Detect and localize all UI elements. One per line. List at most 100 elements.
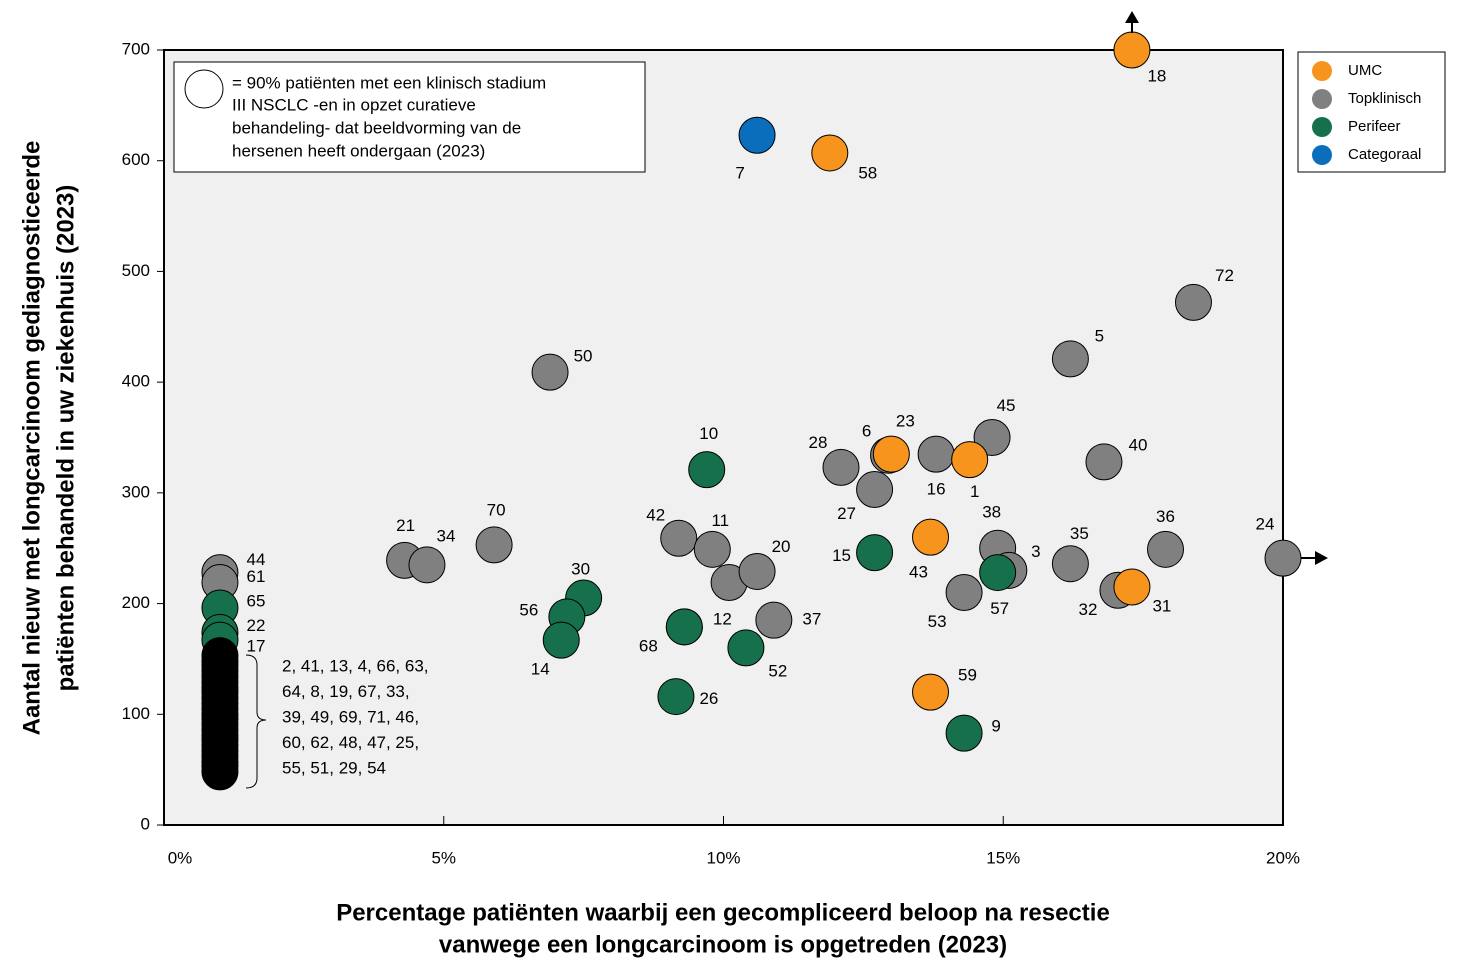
x-tick-label: 0% xyxy=(168,848,193,867)
point xyxy=(822,448,860,486)
point-label: 7 xyxy=(735,164,744,183)
marks xyxy=(201,31,1302,791)
point xyxy=(912,518,950,556)
point-label: 52 xyxy=(768,661,787,680)
point xyxy=(856,471,894,509)
point xyxy=(973,419,1011,456)
point xyxy=(531,353,569,391)
point-label: 32 xyxy=(1078,600,1097,619)
point xyxy=(856,534,894,572)
point-label: 40 xyxy=(1128,435,1147,454)
point xyxy=(1147,530,1185,568)
legend-marker xyxy=(1312,145,1332,165)
point xyxy=(665,608,703,646)
group-label: 60, 62, 48, 47, 25, xyxy=(282,733,419,752)
y-tick-label: 400 xyxy=(122,372,150,391)
point-label: 3 xyxy=(1031,542,1040,561)
point-label: 37 xyxy=(802,610,821,629)
point xyxy=(1113,568,1151,606)
point-label: 65 xyxy=(246,591,265,610)
legend-label: Topklinisch xyxy=(1348,90,1421,107)
point-label: 31 xyxy=(1152,596,1171,615)
point xyxy=(912,673,950,711)
point-label: 21 xyxy=(396,516,415,535)
point-label: 42 xyxy=(646,506,665,525)
point-label: 14 xyxy=(531,660,550,679)
point xyxy=(945,714,983,752)
x-axis-title-line: Percentage patiënten waarbij een gecompl… xyxy=(336,899,1110,926)
point-label: 57 xyxy=(990,599,1009,618)
point-label: 36 xyxy=(1156,507,1175,526)
point-label: 53 xyxy=(928,612,947,631)
point xyxy=(945,574,983,611)
group-label: 55, 51, 29, 54 xyxy=(282,758,386,777)
plot-area xyxy=(163,49,1284,826)
point-label: 38 xyxy=(982,503,1001,522)
point-label: 9 xyxy=(991,717,1000,736)
point-label: 27 xyxy=(837,504,856,523)
point xyxy=(657,678,695,716)
group-label: 39, 49, 69, 71, 46, xyxy=(282,707,419,726)
point-label: 50 xyxy=(574,347,593,366)
point xyxy=(951,441,989,479)
point xyxy=(542,621,580,659)
y-axis-title-line: patiënten behandeld in uw ziekenhuis (20… xyxy=(52,185,79,692)
point-label: 20 xyxy=(772,537,791,556)
point xyxy=(408,546,446,584)
point-label: 10 xyxy=(699,424,718,443)
x-tick-label: 5% xyxy=(431,848,456,867)
arrow-head xyxy=(1125,11,1139,23)
point xyxy=(917,435,955,473)
point-label: 70 xyxy=(487,500,506,519)
legend-label: UMC xyxy=(1348,62,1382,79)
point-label: 28 xyxy=(809,433,828,452)
point xyxy=(660,519,698,557)
point xyxy=(475,526,513,564)
annotation-box xyxy=(173,61,646,173)
annotation-text: hersenen heeft ondergaan (2023) xyxy=(232,141,485,160)
point xyxy=(979,554,1017,592)
y-tick-label: 700 xyxy=(122,39,150,58)
x-axis-title-line: vanwege een longcarcinoom is opgetreden … xyxy=(439,931,1007,958)
point xyxy=(727,629,765,667)
y-tick-label: 600 xyxy=(122,150,150,169)
point xyxy=(201,753,239,791)
point xyxy=(1051,545,1089,583)
point-label: 45 xyxy=(997,396,1016,415)
point-label: 43 xyxy=(909,563,928,582)
group-label: 2, 41, 13, 4, 66, 63, xyxy=(282,656,429,675)
legend-marker xyxy=(1312,89,1332,109)
point-label: 30 xyxy=(571,560,590,579)
point-label: 68 xyxy=(639,636,658,655)
point-label: 34 xyxy=(437,526,456,545)
point-label: 56 xyxy=(519,600,538,619)
point xyxy=(1113,31,1151,69)
annotation-text: behandeling- dat beeldvorming van de xyxy=(232,118,521,137)
point xyxy=(738,116,776,154)
point xyxy=(811,134,849,172)
arrow-head xyxy=(1315,551,1328,565)
point xyxy=(1085,443,1123,481)
point xyxy=(872,435,910,473)
point-label: 6 xyxy=(862,422,871,441)
point xyxy=(1051,340,1089,378)
legend-marker xyxy=(1312,61,1332,81)
x-tick-label: 20% xyxy=(1266,848,1300,867)
point-label: 1 xyxy=(970,482,979,501)
y-tick-label: 300 xyxy=(122,482,150,501)
point-label: 17 xyxy=(246,637,265,656)
point xyxy=(738,552,776,590)
point-label: 5 xyxy=(1095,326,1104,345)
bracket xyxy=(245,654,267,789)
point xyxy=(688,451,726,489)
y-tick-label: 100 xyxy=(122,704,150,723)
point-label: 59 xyxy=(958,666,977,685)
x-tick-label: 15% xyxy=(986,848,1020,867)
y-tick-label: 0 xyxy=(141,814,150,833)
y-axis-title: Aantal nieuw met longcarcinoom gediagnos… xyxy=(18,141,79,736)
legend-label: Categoraal xyxy=(1348,146,1421,163)
point-label: 18 xyxy=(1147,66,1166,85)
y-axis-title-line: Aantal nieuw met longcarcinoom gediagnos… xyxy=(18,141,45,736)
point-label: 44 xyxy=(246,550,265,569)
